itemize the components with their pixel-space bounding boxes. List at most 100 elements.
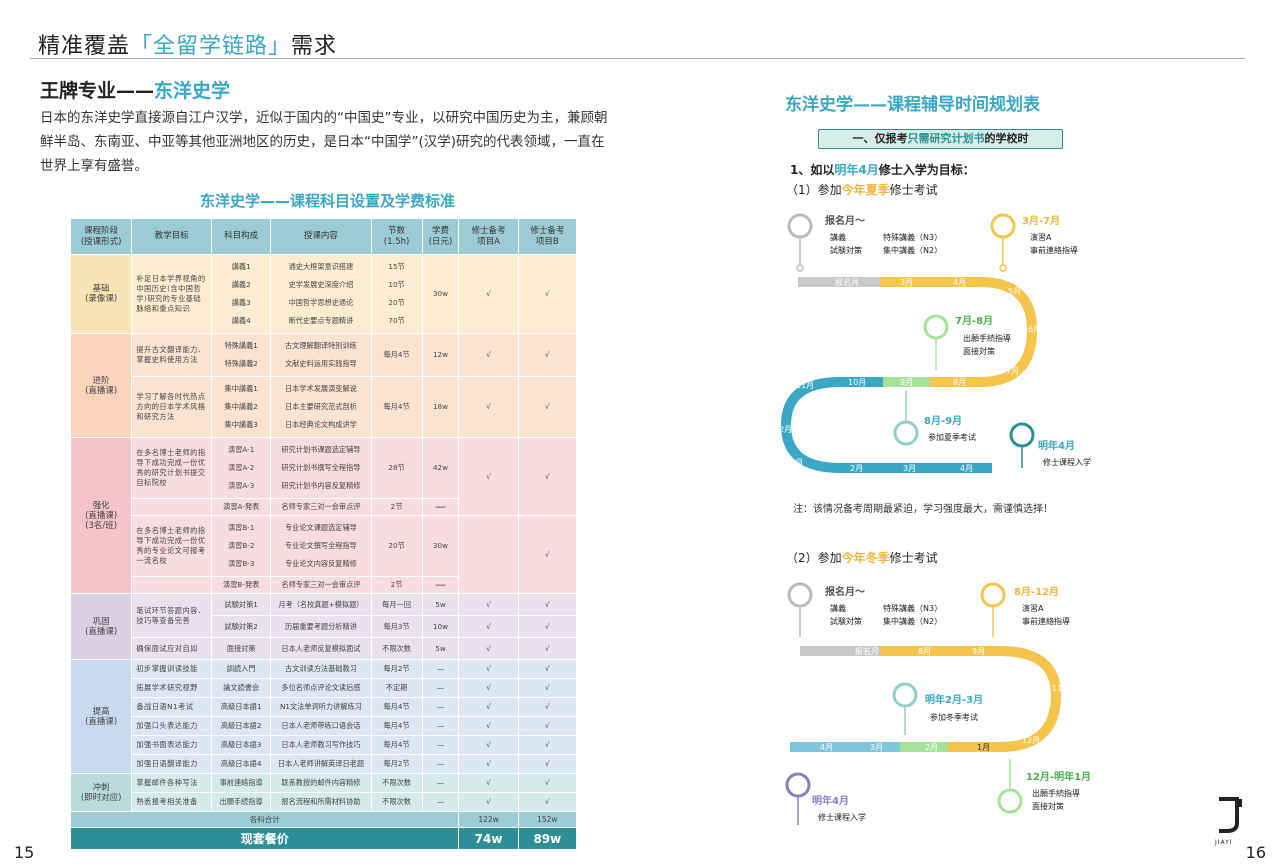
fee-cell: — (421, 716, 460, 736)
schedule-title: 东洋史学——课程辅导时间规划表 (785, 95, 1040, 115)
table-row: 熟悉报考相关准备 出願手続指導 报名流程和所需材料协助 不限次数 — √ √ (71, 792, 578, 812)
fee-cell: 30w (421, 515, 460, 577)
subject-cell: 集中講義1 集中講義2 集中講義3 (211, 376, 272, 438)
graduation-cap-icon (785, 772, 811, 798)
check-a-cell: √ (458, 593, 519, 616)
content-cell: 历届重要考题分析精讲 (270, 615, 372, 638)
content-cell: 日本人老师讲解英译日老题 (270, 754, 372, 774)
count-cell: 15节 10节 20节 70节 (370, 254, 423, 334)
sum-label: 各科合计 (69, 811, 460, 828)
count-cell: 每月4节 (370, 716, 423, 736)
content-cell: 名师专家三对一会审点评 (270, 576, 372, 594)
goal-cell: 笔试环节答题内容、技巧等查备完善 (131, 593, 213, 638)
check-a-cell: √ (458, 792, 519, 812)
stage-cell: 巩固 (直播课) (69, 593, 133, 660)
count-cell: 不限次数 (370, 792, 423, 812)
count-cell: 每月4节 (370, 735, 423, 755)
milestone-item: 修士课程入学 (818, 812, 866, 822)
check-b-cell: √ (517, 735, 578, 755)
fee-cell: 10w (421, 615, 460, 638)
registration-icon (787, 213, 813, 239)
check-b-cell: √ (517, 754, 578, 774)
content-cell: N1文法单词听力讲解练习 (270, 697, 372, 717)
check-a-cell: √ (458, 437, 519, 516)
fee-cell: 12w (421, 333, 460, 377)
winter-exam-heading: （2）参加今年冬季修士考试 (786, 551, 938, 565)
count-cell: 2节 (370, 498, 423, 516)
milestone-title: 3月-7月 (1022, 215, 1060, 227)
subject-cell: 試験対策2 (211, 615, 272, 638)
content-cell: 研究计划书课题选定辅导 研究计划书撰写全程指导 研究计划书内容反复精修 (270, 437, 372, 499)
count-cell: 不限次数 (370, 637, 423, 660)
month-label: 2月 (925, 743, 938, 752)
month-label: 9月 (900, 378, 913, 387)
roadmap-seg-blue (780, 377, 992, 473)
fee-cell: — (421, 678, 460, 698)
stage-cell: 冲刺 (即时对应) (69, 773, 133, 812)
check-b-cell: √ (517, 773, 578, 793)
subject-cell: 演習B-発表 (211, 576, 272, 594)
fee-cell: — (421, 659, 460, 679)
goal-cell: 在多名博士老师的指导下成功完成一份优秀的专业论文可报考一流名校 (131, 515, 213, 577)
header-divider (30, 58, 1245, 59)
count-cell: 20节 (370, 515, 423, 577)
goal-cell: 备战日语N1考试 (131, 697, 213, 717)
check-a-cell: √ (458, 254, 519, 334)
milestone-title: 8月-12月 (1014, 586, 1059, 598)
milestone-item: 特殊講義（N3） (883, 603, 942, 613)
milestone-item: 面接対策 (1032, 801, 1064, 811)
course-table: 课程阶段 (授课形式) 教学目标 科目构成 授课内容 节数 (1.5h) 学费 … (69, 218, 578, 850)
milestone-item: 演習A (1030, 232, 1052, 242)
check-b-cell: √ (517, 716, 578, 736)
check-b-cell: √ (517, 437, 578, 516)
check-b-cell: √ (517, 515, 578, 594)
content-cell: 多位名师点评论文读后感 (270, 678, 372, 698)
table-row: 在多名博士老师的指导下成功完成一份优秀的专业论文可报考一流名校 演習B-1 演習B… (71, 515, 578, 594)
roadmap-track (790, 646, 1062, 752)
goal-line: 1、如以明年4月修士入学为目标： (790, 163, 975, 177)
content-cell: 报名流程和所需材料协助 (270, 792, 372, 812)
check-a-cell: √ (458, 716, 519, 736)
document-icon (980, 582, 1006, 608)
subject-cell: 演習A-1 演習A-2 演習A-3 (211, 437, 272, 499)
fee-cell: 30w (421, 254, 460, 334)
fee-cell: — (421, 773, 460, 793)
count-cell: 不定期 (370, 678, 423, 698)
milestone-item: 面接対策 (963, 346, 995, 356)
col-count: 节数 (1.5h) (370, 218, 423, 255)
applicant-icon (997, 788, 1023, 814)
check-a-cell: √ (458, 678, 519, 698)
month-label: 报名月 (835, 277, 859, 287)
count-cell: 2节 (370, 576, 423, 594)
package-row: 现套餐价 74w 89w (69, 827, 578, 850)
col-goal: 教学目标 (131, 218, 213, 255)
milestone-item: 出願手続指導 (1032, 788, 1080, 798)
milestone-item: 参加冬季考试 (930, 712, 978, 722)
fee-cell: 42w (421, 437, 460, 499)
month-label: 8月 (953, 378, 966, 387)
roadmap-seg-orange (880, 646, 1062, 752)
goal-cell: 加强书面表达能力 (131, 735, 213, 755)
goal-cell: 加强口头表达能力 (131, 716, 213, 736)
table-row: 加强口头表达能力 高級日本語2 日本人老师带练口语会话 每月4节 — √ √ (71, 716, 578, 736)
exam-icon (893, 420, 919, 446)
stage-cell: 强化 (直播课) (3名/班) (69, 437, 133, 594)
page-number-right: 16 (1245, 843, 1266, 862)
check-a-cell: √ (458, 615, 519, 638)
content-cell: 月考（名校真题+模拟题） (270, 593, 372, 616)
content-cell: 古文训读方法基础教习 (270, 659, 372, 679)
month-label: 5月 (1008, 287, 1021, 296)
month-label: 报名月 (855, 646, 879, 656)
exam-icon (892, 682, 918, 708)
subject-cell: 高級日本語1 (211, 697, 272, 717)
registration-icon (787, 582, 813, 608)
milestone-title: 7月-8月 (955, 315, 993, 327)
check-b-cell: √ (517, 615, 578, 638)
goal-cell: 确保面试应对自如 (131, 637, 213, 660)
subject-cell: 演習B-1 演習B-2 演習B-3 (211, 515, 272, 577)
check-b-cell: √ (517, 254, 578, 334)
package-a: 74w (458, 827, 519, 850)
table-row: 进阶 (直播课) 提升古文翻译能力、掌握史料使用方法 特殊講義1 特殊講義2 古文… (69, 333, 578, 438)
warning-note: 注：该情况备考周期最紧迫，学习强度最大，需谨慎选择！ (793, 504, 1053, 515)
table-row: 演習A-発表 名师专家三对一会审点评 2节 — (71, 498, 577, 516)
